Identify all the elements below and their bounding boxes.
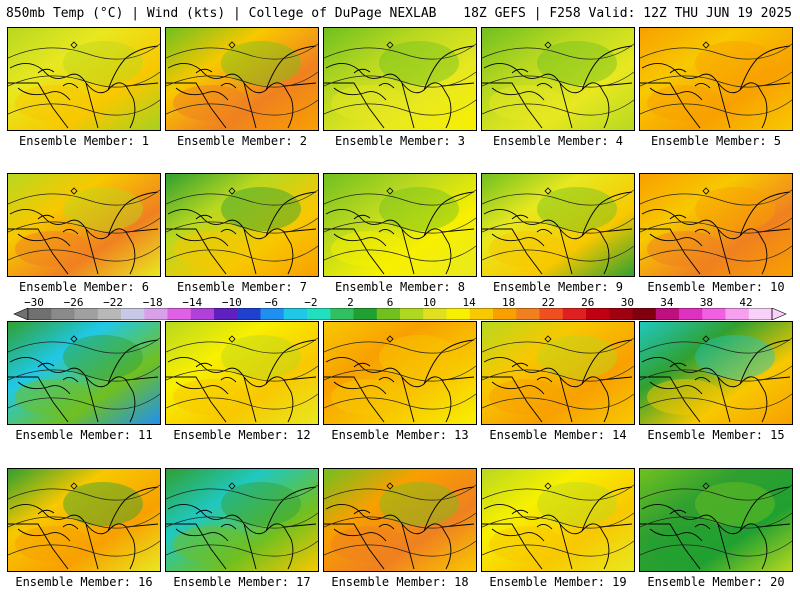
colorbar-tick-label: −22 bbox=[103, 296, 124, 309]
ensemble-map-panel bbox=[323, 321, 477, 425]
ensemble-member-label: Ensemble Member: 16 bbox=[15, 575, 153, 589]
ensemble-map-panel bbox=[165, 321, 319, 425]
colorbar-tick-label: 18 bbox=[502, 296, 516, 309]
colorbar-swatch bbox=[97, 308, 122, 320]
colorbar-tick-label: 34 bbox=[660, 296, 674, 309]
colorbar-swatch bbox=[307, 308, 331, 320]
colorbar-tick-label: −30 bbox=[24, 296, 44, 309]
colorbar-swatch bbox=[469, 308, 494, 320]
colorbar-tick-labels: −30 −26 −22 −18 −14 −10 −6 −2 2 6 10 14 18 22 26 30 34 38… bbox=[4, 296, 796, 309]
colorbar-tick-label: −18 bbox=[142, 296, 163, 309]
colorbar-swatch bbox=[609, 308, 634, 320]
colorbar-swatch bbox=[330, 308, 355, 320]
colorbar-tick-label: −10 bbox=[221, 296, 242, 309]
colorbar-max-arrow bbox=[771, 308, 787, 320]
ensemble-member-label: Ensemble Member: 4 bbox=[492, 134, 624, 148]
colorbar-tick-label: 38 bbox=[699, 296, 714, 309]
colorbar-swatch bbox=[493, 308, 517, 320]
ensemble-member-label: Ensemble Member: 11 bbox=[15, 428, 153, 442]
colorbar-tick-label: 42 bbox=[739, 296, 753, 309]
ensemble-map-panel bbox=[7, 173, 161, 277]
ensemble-map-panel bbox=[323, 468, 477, 572]
ensemble-member-label: Ensemble Member: 3 bbox=[334, 134, 466, 148]
colorbar-swatch bbox=[190, 308, 215, 320]
colorbar-swatch bbox=[214, 308, 238, 320]
colorbar-swatch bbox=[679, 308, 703, 320]
colorbar-swatch bbox=[748, 308, 773, 320]
ensemble-map-panel bbox=[639, 27, 793, 131]
colorbar-swatch bbox=[423, 308, 448, 320]
ensemble-map-panel bbox=[165, 173, 319, 277]
ensemble-member-label: Ensemble Member: 19 bbox=[489, 575, 627, 589]
colorbar-swatch bbox=[353, 308, 378, 320]
ensemble-map-panel bbox=[481, 321, 635, 425]
colorbar-swatch bbox=[167, 308, 192, 320]
colorbar-swatch bbox=[632, 308, 657, 320]
ensemble-map-panel bbox=[165, 27, 319, 131]
colorbar-swatch bbox=[539, 308, 564, 320]
colorbar-swatch bbox=[562, 308, 587, 320]
colorbar-swatch bbox=[283, 308, 308, 320]
ensemble-member-label: Ensemble Member: 13 bbox=[331, 428, 469, 442]
colorbar-swatch bbox=[446, 308, 471, 320]
colorbar-min-arrow bbox=[13, 308, 29, 320]
colorbar-swatch bbox=[655, 308, 680, 320]
colorbar-tick-label: −14 bbox=[182, 296, 203, 309]
ensemble-map-panel bbox=[7, 27, 161, 131]
chart-title: 850mb Temp (°C) | Wind (kts) | College o… bbox=[6, 6, 437, 21]
ensemble-map-panel bbox=[165, 468, 319, 572]
colorbar-tick-label: −26 bbox=[63, 296, 84, 309]
ensemble-member-label: Ensemble Member: 15 bbox=[647, 428, 785, 442]
ensemble-map-panel bbox=[323, 173, 477, 277]
colorbar-swatch bbox=[516, 308, 541, 320]
colorbar-tick-label: 26 bbox=[581, 296, 595, 309]
ensemble-member-label: Ensemble Member: 18 bbox=[331, 575, 469, 589]
ensemble-member-label: Ensemble Member: 10 bbox=[647, 280, 785, 294]
colorbar-tick-label: 22 bbox=[541, 296, 555, 309]
ensemble-member-label: Ensemble Member: 17 bbox=[173, 575, 311, 589]
ensemble-map-panel bbox=[481, 27, 635, 131]
model-run-info: 18Z GEFS | F258 Valid: 12Z THU JUN 19 20… bbox=[463, 6, 792, 21]
colorbar-swatch bbox=[74, 308, 99, 320]
ensemble-member-label: Ensemble Member: 6 bbox=[18, 280, 150, 294]
colorbar bbox=[13, 308, 787, 320]
ensemble-member-label: Ensemble Member: 7 bbox=[176, 280, 308, 294]
ensemble-member-label: Ensemble Member: 20 bbox=[647, 575, 785, 589]
ensemble-member-label: Ensemble Member: 1 bbox=[18, 134, 150, 148]
colorbar-tick-label: 14 bbox=[462, 296, 476, 309]
ensemble-member-label: Ensemble Member: 14 bbox=[489, 428, 627, 442]
colorbar-swatch bbox=[376, 308, 401, 320]
ensemble-map-panel bbox=[639, 321, 793, 425]
colorbar-swatch bbox=[725, 308, 750, 320]
ensemble-map-panel bbox=[481, 173, 635, 277]
colorbar-swatch bbox=[400, 308, 424, 320]
colorbar-swatch bbox=[144, 308, 169, 320]
colorbar-swatch bbox=[702, 308, 727, 320]
colorbar-tick-label: −6 bbox=[264, 296, 278, 309]
colorbar-swatch bbox=[28, 308, 52, 320]
ensemble-map-panel bbox=[7, 321, 161, 425]
ensemble-member-label: Ensemble Member: 12 bbox=[173, 428, 311, 442]
colorbar-swatch bbox=[237, 308, 262, 320]
ensemble-map-panel bbox=[7, 468, 161, 572]
ensemble-member-label: Ensemble Member: 8 bbox=[334, 280, 466, 294]
ensemble-member-label: Ensemble Member: 5 bbox=[650, 134, 782, 148]
colorbar-swatch bbox=[121, 308, 145, 320]
ensemble-map-panel bbox=[639, 468, 793, 572]
ensemble-map-panel bbox=[481, 468, 635, 572]
ensemble-map-panel bbox=[323, 27, 477, 131]
colorbar-tick-label: 2 bbox=[347, 296, 354, 309]
ensemble-map-panel bbox=[639, 173, 793, 277]
ensemble-member-label: Ensemble Member: 2 bbox=[176, 134, 308, 148]
colorbar-tick-label: 6 bbox=[386, 296, 394, 309]
colorbar-swatch bbox=[260, 308, 285, 320]
colorbar-tick-label: 30 bbox=[620, 296, 634, 309]
colorbar-swatch bbox=[586, 308, 610, 320]
colorbar-tick-label: 10 bbox=[422, 296, 437, 309]
ensemble-member-label: Ensemble Member: 9 bbox=[492, 280, 624, 294]
colorbar-tick-label: −2 bbox=[304, 296, 318, 309]
colorbar-swatch bbox=[51, 308, 76, 320]
